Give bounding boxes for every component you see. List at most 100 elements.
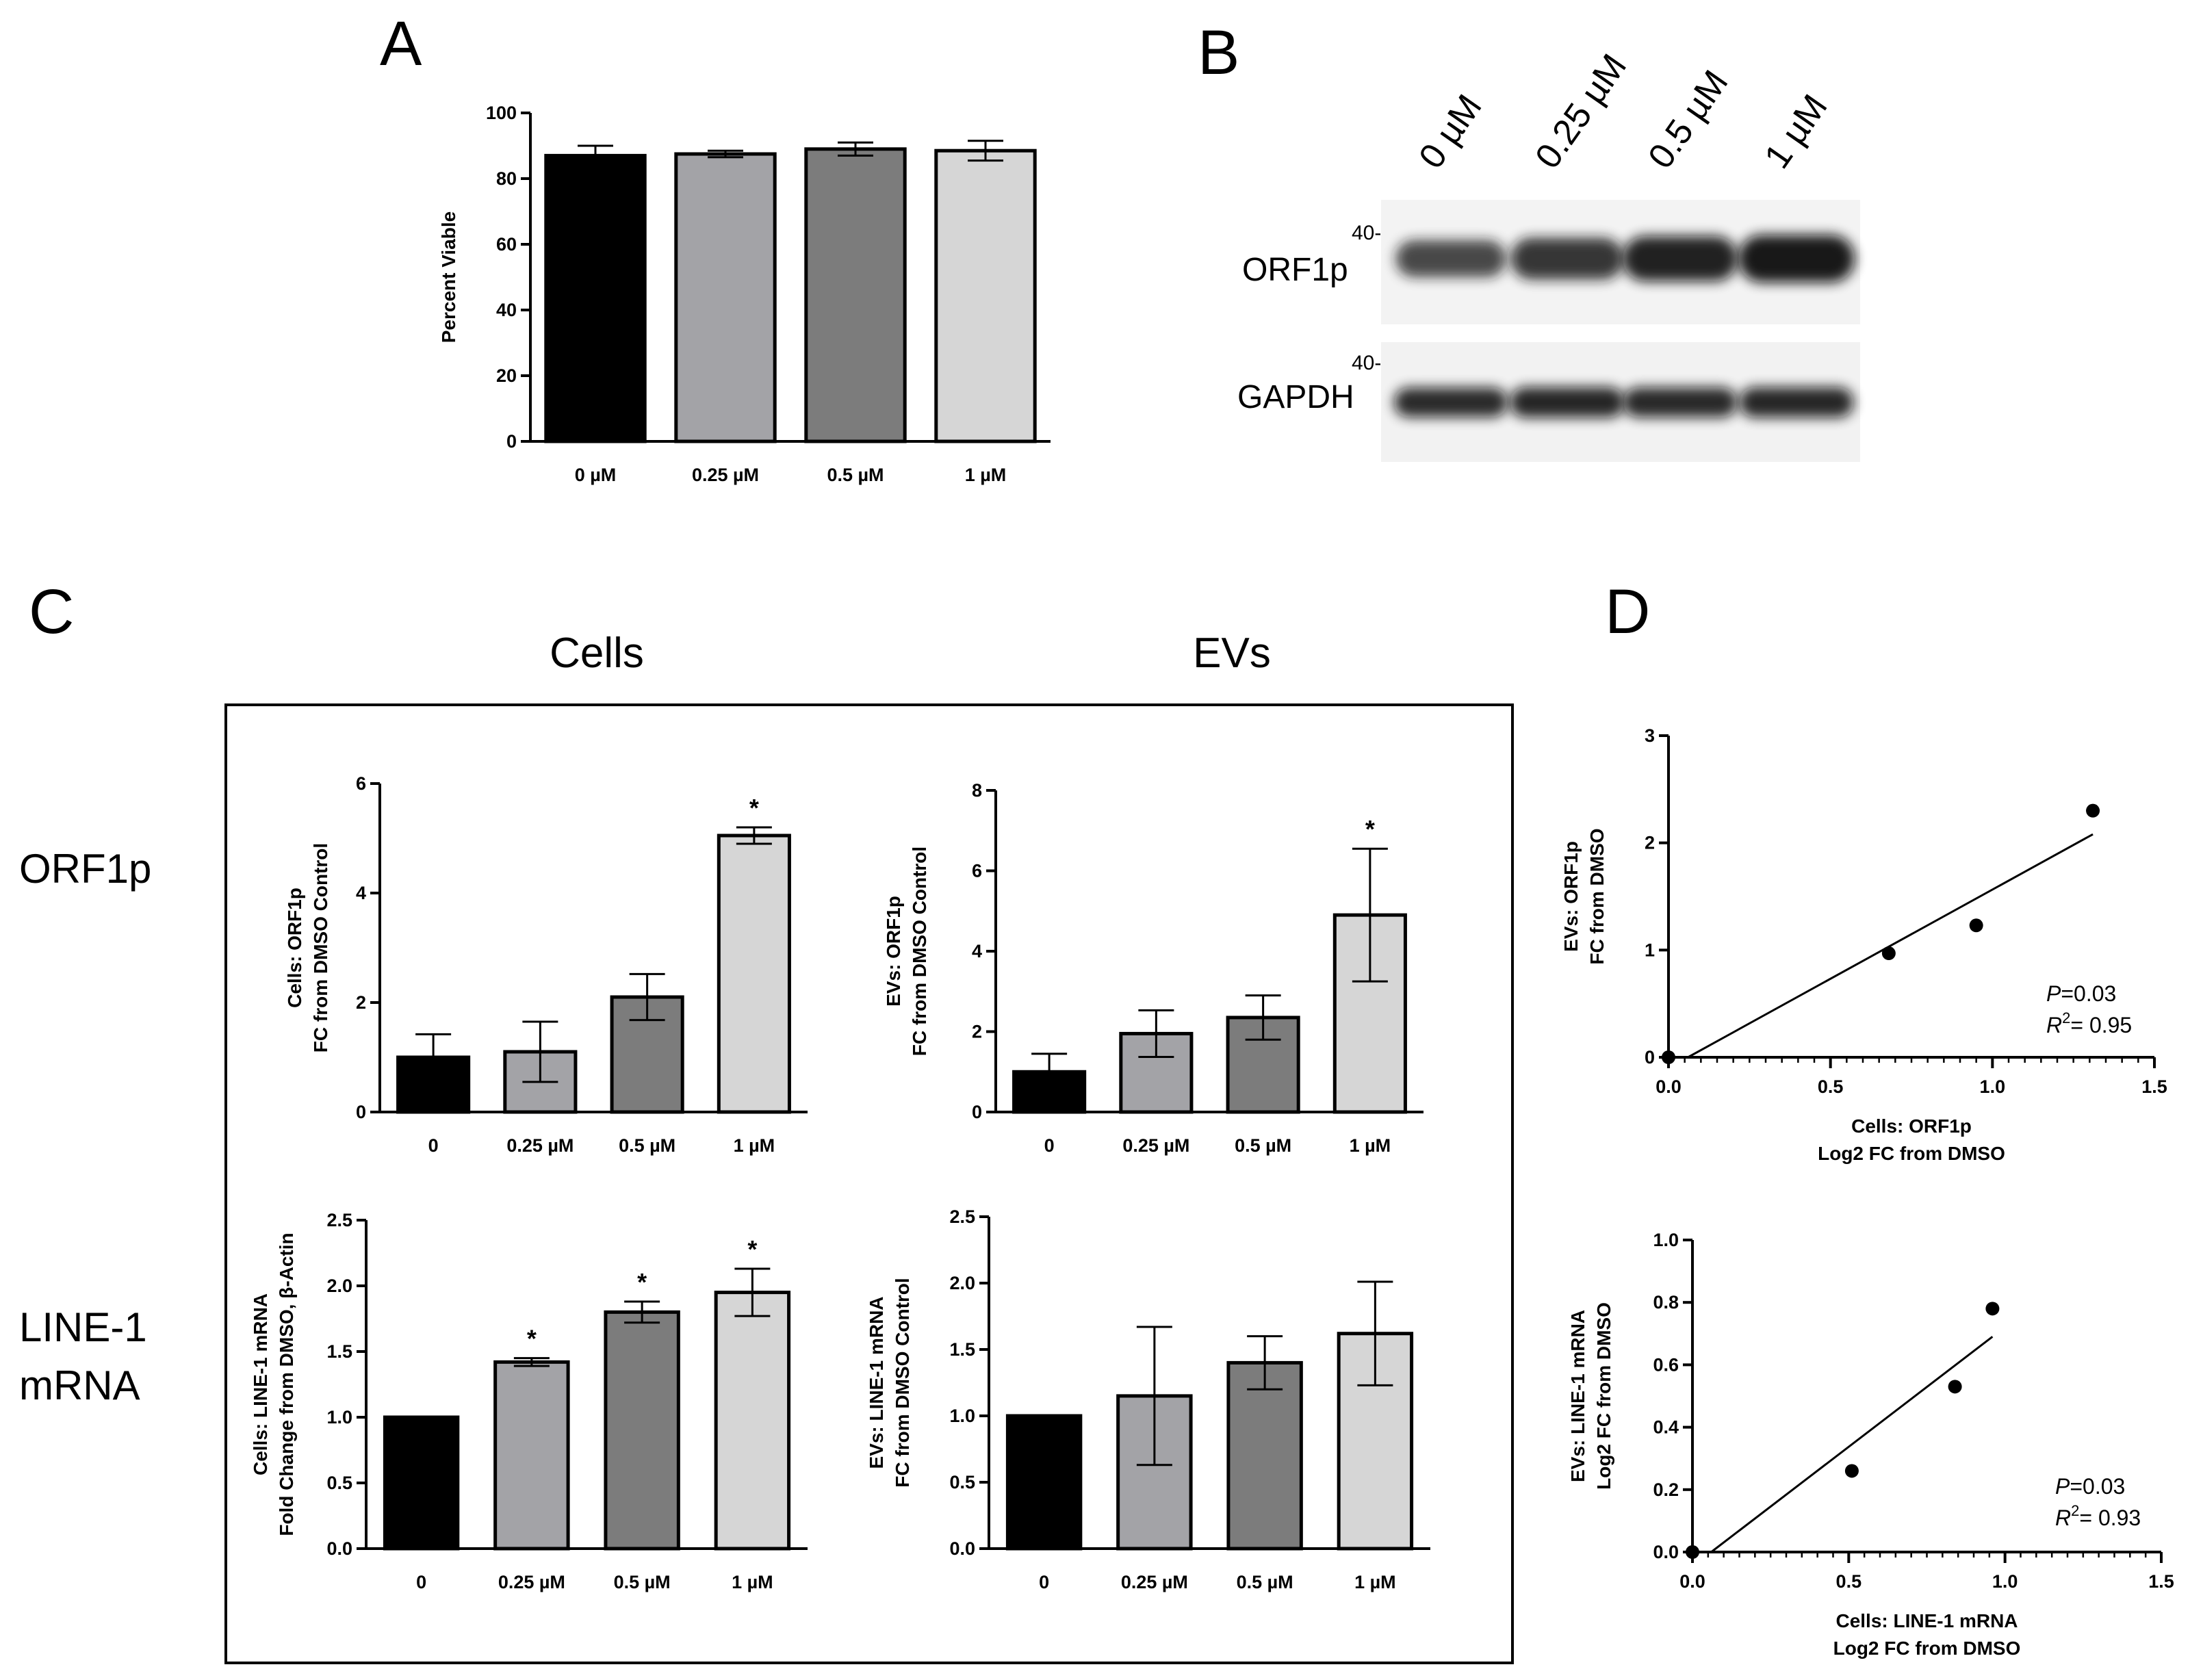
- y-tick-label: 2.0: [949, 1273, 975, 1293]
- x-tick-label: 1 µM: [734, 1135, 775, 1156]
- stat-p-text: =0.03: [2061, 981, 2116, 1006]
- data-point: [2086, 803, 2100, 818]
- x-tick-label: 0: [416, 1572, 426, 1592]
- stat-r-superscript: 2: [2071, 1502, 2079, 1519]
- y-axis-title: EVs: ORF1p: [1560, 841, 1582, 952]
- x-tick-label: 0.25 µM: [1122, 1135, 1189, 1156]
- chart-c-evs-line1: 0.0 0.5 1.0 1.5 2.0 2.5 0 0.25 µM 0.5 µM 1 µM EVs:…: [866, 1206, 1430, 1592]
- x-tick-label: 0.0: [1656, 1076, 1682, 1097]
- panel-letter-a: A: [380, 9, 422, 79]
- panel-c-frame: [224, 703, 1514, 1664]
- x-tick-label: 0.5 µM: [1237, 1572, 1293, 1592]
- data-point: [1662, 1050, 1675, 1064]
- bar: [1005, 1414, 1083, 1551]
- x-tick-label: 0.25 µM: [506, 1135, 574, 1156]
- y-tick-label: 0.8: [1653, 1292, 1679, 1313]
- significance-star: *: [749, 794, 759, 822]
- bar: [1226, 1360, 1303, 1551]
- y-tick-label: 4: [356, 883, 366, 903]
- y-tick-label: 3: [1645, 725, 1655, 746]
- y-axis-title: FC from DMSO Control: [310, 843, 331, 1052]
- y-tick-label: 0: [972, 1102, 982, 1122]
- x-tick-label: 1 µM: [1350, 1135, 1391, 1156]
- data-point: [1844, 1464, 1859, 1478]
- y-axis-title: Fold Change from DMSO, β-Actin: [276, 1232, 297, 1536]
- y-axis-title: FC from DMSO Control: [892, 1278, 913, 1487]
- blot-band: [1623, 235, 1738, 282]
- y-tick-label: 0.2: [1653, 1479, 1679, 1500]
- stat-r2-text: = 0.95: [2070, 1013, 2132, 1037]
- blot-band: [1395, 240, 1506, 277]
- y-axis-title: FC from DMSO Control: [909, 847, 930, 1056]
- x-tick-label: 1.0: [1992, 1571, 2018, 1592]
- x-tick-label: 0: [1044, 1135, 1055, 1156]
- y-tick-label: 2.5: [949, 1206, 975, 1227]
- y-tick-label: 0: [356, 1102, 366, 1122]
- stat-r-symbol: R: [2046, 1013, 2062, 1037]
- stat-r2: R2= 0.95: [2046, 1009, 2132, 1037]
- x-tick-label: 1.5: [2148, 1571, 2174, 1592]
- section-title-cells: Cells: [550, 630, 644, 677]
- blot-row-label-gapdh: GAPDH: [1237, 379, 1354, 415]
- y-tick-label: 60: [496, 234, 517, 255]
- row-title-line1-a: LINE-1: [19, 1304, 147, 1350]
- stat-p-value: P=0.03: [2055, 1474, 2125, 1499]
- bar: [674, 152, 777, 443]
- significance-star: *: [527, 1325, 537, 1353]
- western-blot: 0 µM 0.25 µM 0.5 µM 1 µM ORF1p GAPDH 40- 40…: [1237, 47, 1860, 462]
- y-tick-label: 2: [356, 992, 366, 1013]
- y-tick-label: 1.5: [326, 1341, 352, 1362]
- stat-r-superscript: 2: [2062, 1009, 2070, 1026]
- blot-lane-label: 1 µM: [1757, 88, 1835, 176]
- data-point: [1969, 918, 1983, 933]
- blot-band: [1739, 387, 1854, 418]
- data-point: [1985, 1302, 2000, 1316]
- y-tick-label: 0.4: [1653, 1417, 1679, 1438]
- bar: [493, 1360, 570, 1551]
- y-axis-title: Cells: ORF1p: [284, 888, 305, 1008]
- y-tick-label: 40: [496, 300, 517, 320]
- stat-p-symbol: P: [2046, 981, 2061, 1006]
- chart-d-line1-correlation: 0.0 0.5 1.0 1.5 0.0 0.2 0.4 0.6 0.8 1.0 Cells: LIN…: [1567, 1230, 2174, 1659]
- panel-letter-b: B: [1198, 18, 1239, 88]
- y-tick-label: 1.5: [949, 1339, 975, 1360]
- data-point: [1686, 1545, 1699, 1559]
- x-tick-label: 0 µM: [575, 465, 617, 485]
- x-tick-label: 1 µM: [732, 1572, 773, 1592]
- x-axis-title: Cells: ORF1p: [1851, 1115, 1972, 1137]
- stat-r-symbol: R: [2055, 1505, 2071, 1530]
- y-tick-label: 1.0: [1653, 1230, 1679, 1250]
- y-tick-label: 1.0: [326, 1407, 352, 1427]
- y-tick-label: 1.0: [949, 1406, 975, 1426]
- significance-star: *: [747, 1235, 757, 1263]
- y-tick-label: 0.5: [326, 1473, 352, 1493]
- x-tick-label: 1 µM: [965, 465, 1007, 485]
- x-tick-label: 0.0: [1679, 1571, 1705, 1592]
- y-tick-label: 80: [496, 168, 517, 189]
- y-tick-label: 0: [1645, 1047, 1655, 1068]
- y-tick-label: 8: [972, 780, 982, 801]
- chart-c-cells-line1: 0.0 0.5 1.0 1.5 2.0 2.5 0 * 0.25 µM * 0.5 µM * 1 µM C…: [250, 1210, 808, 1592]
- x-axis-title: Log2 FC from DMSO: [1833, 1638, 2021, 1659]
- regression-line: [1687, 833, 2094, 1059]
- x-tick-label: 0.5 µM: [827, 465, 884, 485]
- x-tick-label: 1.0: [1980, 1076, 2006, 1097]
- x-tick-label: 1.5: [2141, 1076, 2167, 1097]
- bar: [604, 1310, 680, 1551]
- x-tick-label: 0.5: [1818, 1076, 1844, 1097]
- y-tick-label: 0.6: [1653, 1354, 1679, 1375]
- x-tick-label: 0.5 µM: [619, 1135, 675, 1156]
- bar: [1332, 913, 1407, 1114]
- chart-a-viability: 0 20 40 60 80 100 0 µM 0.25 µM 0.5 µM 1 µM Percent…: [438, 103, 1051, 485]
- x-tick-label: 0.5 µM: [614, 1572, 671, 1592]
- y-tick-label: 0.0: [1653, 1542, 1679, 1562]
- blot-band: [1623, 387, 1738, 417]
- y-tick-label: 6: [972, 861, 982, 881]
- y-tick-label: 6: [356, 773, 366, 794]
- row-title-orf1p: ORF1p: [19, 846, 151, 892]
- panel-letter-c: C: [29, 577, 74, 647]
- blot-band: [1510, 237, 1624, 280]
- bar: [934, 148, 1037, 443]
- x-tick-label: 1 µM: [1354, 1572, 1396, 1592]
